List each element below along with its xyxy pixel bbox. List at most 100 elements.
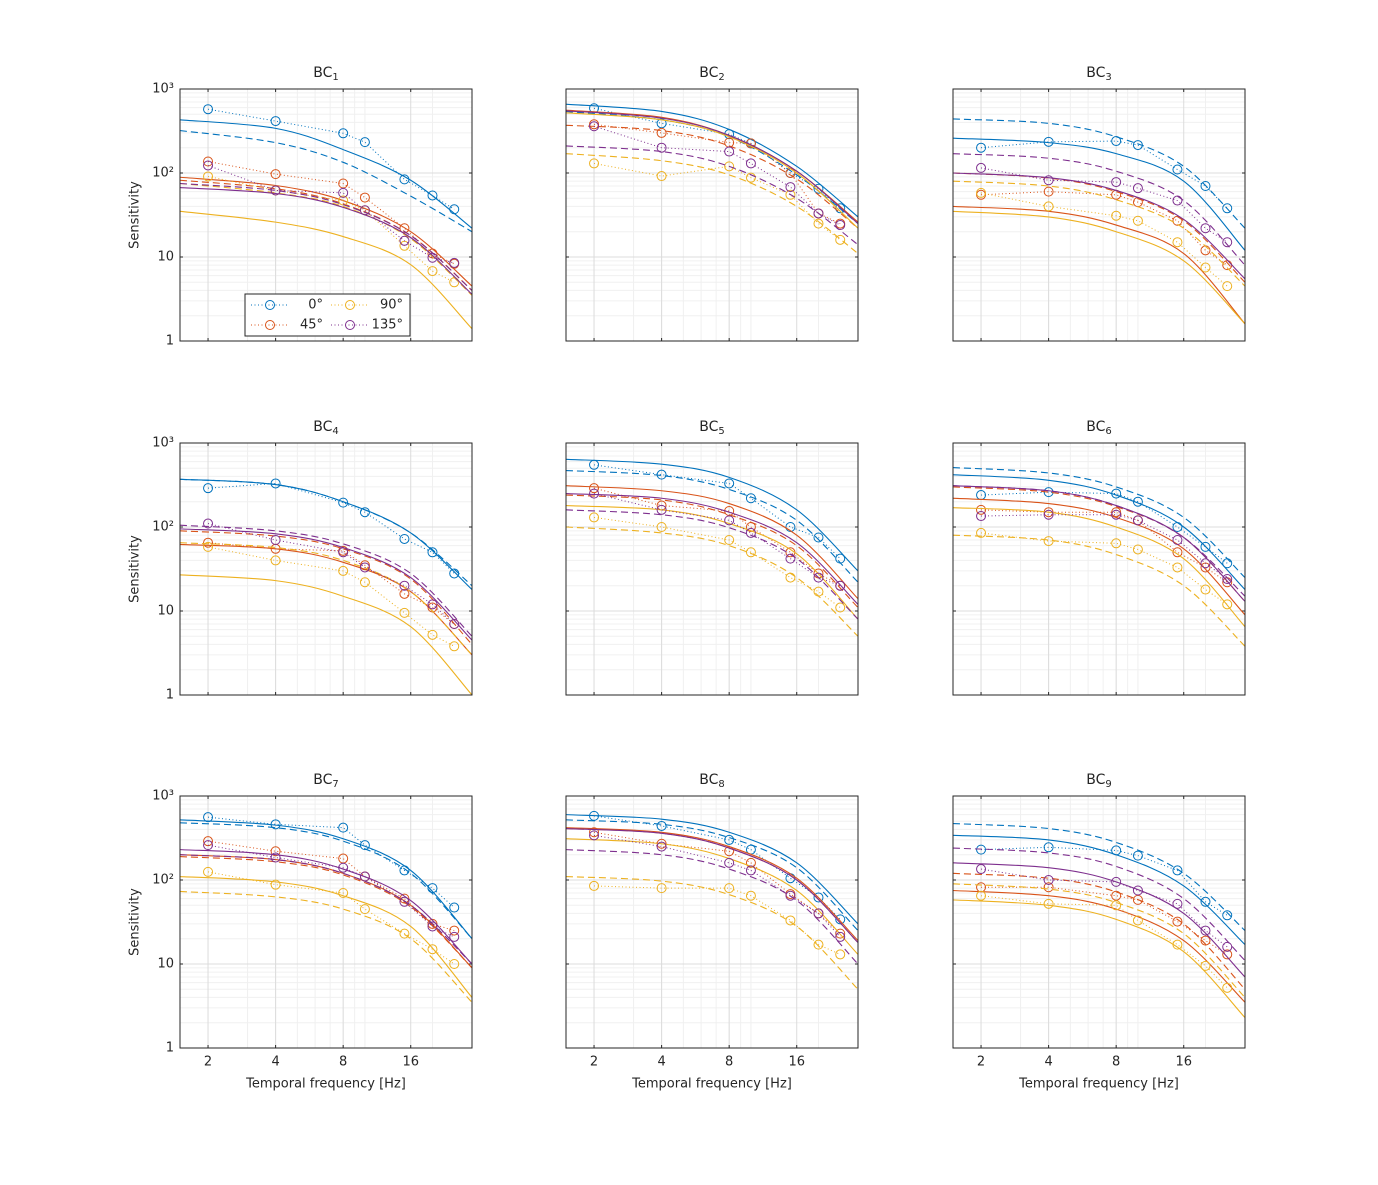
- fit-line-dashed: [952, 153, 1246, 266]
- data-point: [270, 185, 281, 196]
- fit-line-dashed: [179, 542, 473, 656]
- fit-line-dashed: [565, 819, 859, 931]
- data-point: [1132, 183, 1143, 194]
- chart-title: BC7: [313, 772, 339, 790]
- data-point: [1172, 865, 1183, 876]
- fit-line: [565, 493, 859, 605]
- data-point: [835, 949, 846, 960]
- data-point: [589, 459, 600, 470]
- data-point: [1111, 136, 1122, 147]
- chart-title: BC4: [313, 419, 339, 437]
- data-point: [427, 629, 438, 640]
- title-subscript: 4: [332, 426, 338, 437]
- x-axis-label: Temporal frequency [Hz]: [1018, 1077, 1179, 1092]
- data-line: [981, 846, 1228, 916]
- axes-box: [565, 795, 859, 1049]
- data-point: [1222, 941, 1233, 952]
- data-point: [589, 830, 600, 841]
- data-point: [589, 880, 600, 891]
- data-line: [981, 491, 1228, 564]
- fit-line-dashed: [179, 890, 473, 1003]
- title-text: BC: [313, 772, 332, 788]
- fit-line: [952, 497, 1246, 616]
- fit-line-dashed: [952, 822, 1246, 931]
- data-point: [338, 565, 349, 576]
- data-line: [593, 123, 841, 225]
- x-axis-label: Temporal frequency [Hz]: [631, 1077, 792, 1092]
- title-text: BC: [699, 65, 718, 81]
- data-point: [203, 171, 214, 182]
- x-tick-label: 8: [339, 1055, 347, 1070]
- fit-line: [952, 899, 1246, 1018]
- data-line: [981, 191, 1228, 266]
- fit-line-dashed: [565, 827, 859, 943]
- data-point: [427, 918, 438, 929]
- chart-title: BC5: [699, 419, 725, 437]
- fit-line-dashed: [952, 467, 1246, 578]
- fit-line: [565, 485, 859, 600]
- data-point: [1200, 925, 1211, 936]
- data-point: [427, 921, 438, 932]
- data-point: [785, 890, 796, 901]
- data-point: [1043, 175, 1054, 186]
- data-point: [1172, 195, 1183, 206]
- legend-label: 135°: [372, 318, 403, 333]
- data-line: [207, 871, 455, 965]
- data-point: [976, 527, 987, 538]
- data-point: [745, 527, 756, 538]
- data-point: [203, 541, 214, 552]
- data-point: [1172, 898, 1183, 909]
- data-point: [270, 116, 281, 127]
- y-tick-label: 10: [157, 957, 174, 972]
- data-point: [745, 865, 756, 876]
- title-subscript: 9: [1105, 779, 1111, 790]
- data-point: [270, 846, 281, 857]
- data-line: [593, 107, 841, 209]
- data-point: [1043, 186, 1054, 197]
- data-line: [980, 140, 1228, 209]
- data-point: [1200, 896, 1211, 907]
- data-point: [656, 127, 667, 138]
- title-text: BC: [699, 419, 718, 435]
- data-point: [1043, 136, 1054, 147]
- fit-line-dashed: [179, 182, 473, 296]
- data-line: [207, 816, 455, 908]
- data-point: [449, 902, 460, 913]
- fit-line-dashed: [565, 494, 859, 608]
- data-point: [724, 535, 735, 546]
- subplot: BC3: [952, 65, 1246, 342]
- data-point: [1172, 562, 1183, 573]
- data-point: [1222, 982, 1233, 993]
- data-line: [980, 868, 1228, 948]
- data-line: [593, 815, 841, 920]
- data-line: [593, 834, 841, 938]
- data-point: [656, 118, 667, 129]
- data-point: [449, 257, 460, 268]
- title-text: BC: [699, 772, 718, 788]
- data-point: [1111, 177, 1122, 188]
- data-point: [785, 182, 796, 193]
- data-point: [589, 827, 600, 838]
- data-point: [976, 511, 987, 522]
- data-point: [835, 928, 846, 939]
- data-point: [427, 190, 438, 201]
- y-tick-label: 10²: [152, 520, 174, 535]
- data-point: [1132, 544, 1143, 555]
- data-point: [589, 158, 600, 169]
- data-point: [724, 834, 735, 845]
- data-point: [449, 925, 460, 936]
- data-point: [1200, 541, 1211, 552]
- data-line: [207, 542, 455, 625]
- data-point: [1200, 181, 1211, 192]
- fit-line-dashed: [565, 469, 859, 583]
- data-point: [270, 555, 281, 566]
- data-point: [427, 266, 438, 277]
- data-line: [208, 482, 455, 574]
- data-point: [724, 515, 735, 526]
- data-point: [589, 810, 600, 821]
- data-point: [1222, 910, 1233, 921]
- y-tick-label: 1: [166, 334, 174, 349]
- data-point: [835, 931, 846, 942]
- data-point: [359, 871, 370, 882]
